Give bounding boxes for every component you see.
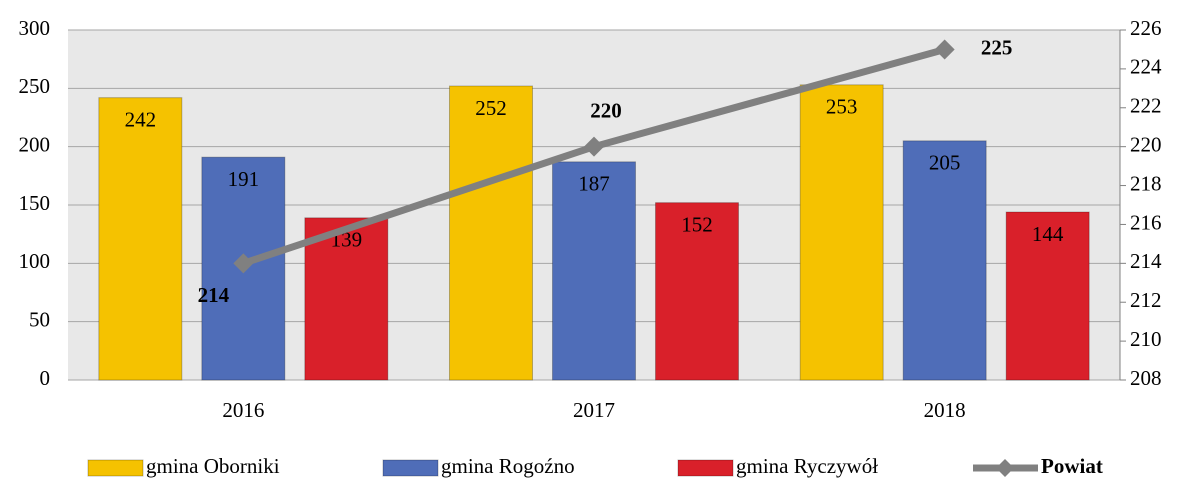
y2-tick-label: 212	[1130, 288, 1162, 312]
bar	[552, 161, 636, 381]
marker	[584, 136, 604, 157]
y2-tick-label: 218	[1130, 171, 1162, 195]
bar	[799, 84, 884, 381]
data-label: 191	[228, 167, 260, 191]
x-tick-label: 2016	[222, 398, 264, 422]
data-label: 253	[826, 95, 858, 119]
y-tick-label: 250	[19, 74, 51, 98]
y2-tick-label: 216	[1130, 210, 1162, 234]
data-label: 252	[475, 96, 507, 120]
y-tick-label: 300	[19, 16, 51, 40]
y2-tick-label: 220	[1130, 132, 1162, 156]
legend-swatch	[382, 459, 439, 477]
data-label: 220	[590, 98, 622, 122]
legend-swatch	[677, 459, 734, 477]
data-label: 144	[1032, 222, 1064, 246]
y2-tick-label: 226	[1130, 16, 1162, 40]
marker	[934, 39, 955, 60]
y-tick-label: 0	[40, 366, 51, 390]
bar	[449, 85, 533, 381]
y-tick-label: 150	[19, 191, 51, 215]
data-label: 242	[125, 107, 157, 131]
y2-tick-label: 222	[1130, 94, 1162, 118]
bar	[655, 202, 739, 381]
data-label: 225	[981, 35, 1013, 59]
legend-label: gmina Ryczywół	[736, 454, 878, 478]
y-tick-label: 50	[29, 307, 50, 331]
bar	[902, 140, 987, 381]
data-label: 187	[578, 172, 610, 196]
data-label: 205	[929, 151, 961, 175]
legend-swatch	[87, 459, 144, 477]
y2-tick-label: 208	[1130, 366, 1162, 390]
legend-label: gmina Rogoźno	[441, 454, 575, 478]
bar	[1005, 211, 1090, 381]
legend-label: Powiat	[1041, 454, 1103, 478]
x-tick-label: 2017	[573, 398, 615, 422]
legend-marker	[996, 459, 1014, 477]
y2-tick-label: 214	[1130, 249, 1162, 273]
x-tick-label: 2018	[924, 398, 966, 422]
bar	[98, 97, 183, 381]
y2-tick-label: 224	[1130, 55, 1162, 79]
y2-tick-label: 210	[1130, 327, 1162, 351]
marker	[233, 253, 254, 274]
bar	[304, 217, 389, 381]
y-tick-label: 200	[19, 132, 51, 156]
data-label: 214	[198, 283, 230, 307]
y-tick-label: 100	[19, 249, 51, 273]
data-label: 152	[681, 212, 713, 236]
legend-label: gmina Oborniki	[146, 454, 280, 478]
